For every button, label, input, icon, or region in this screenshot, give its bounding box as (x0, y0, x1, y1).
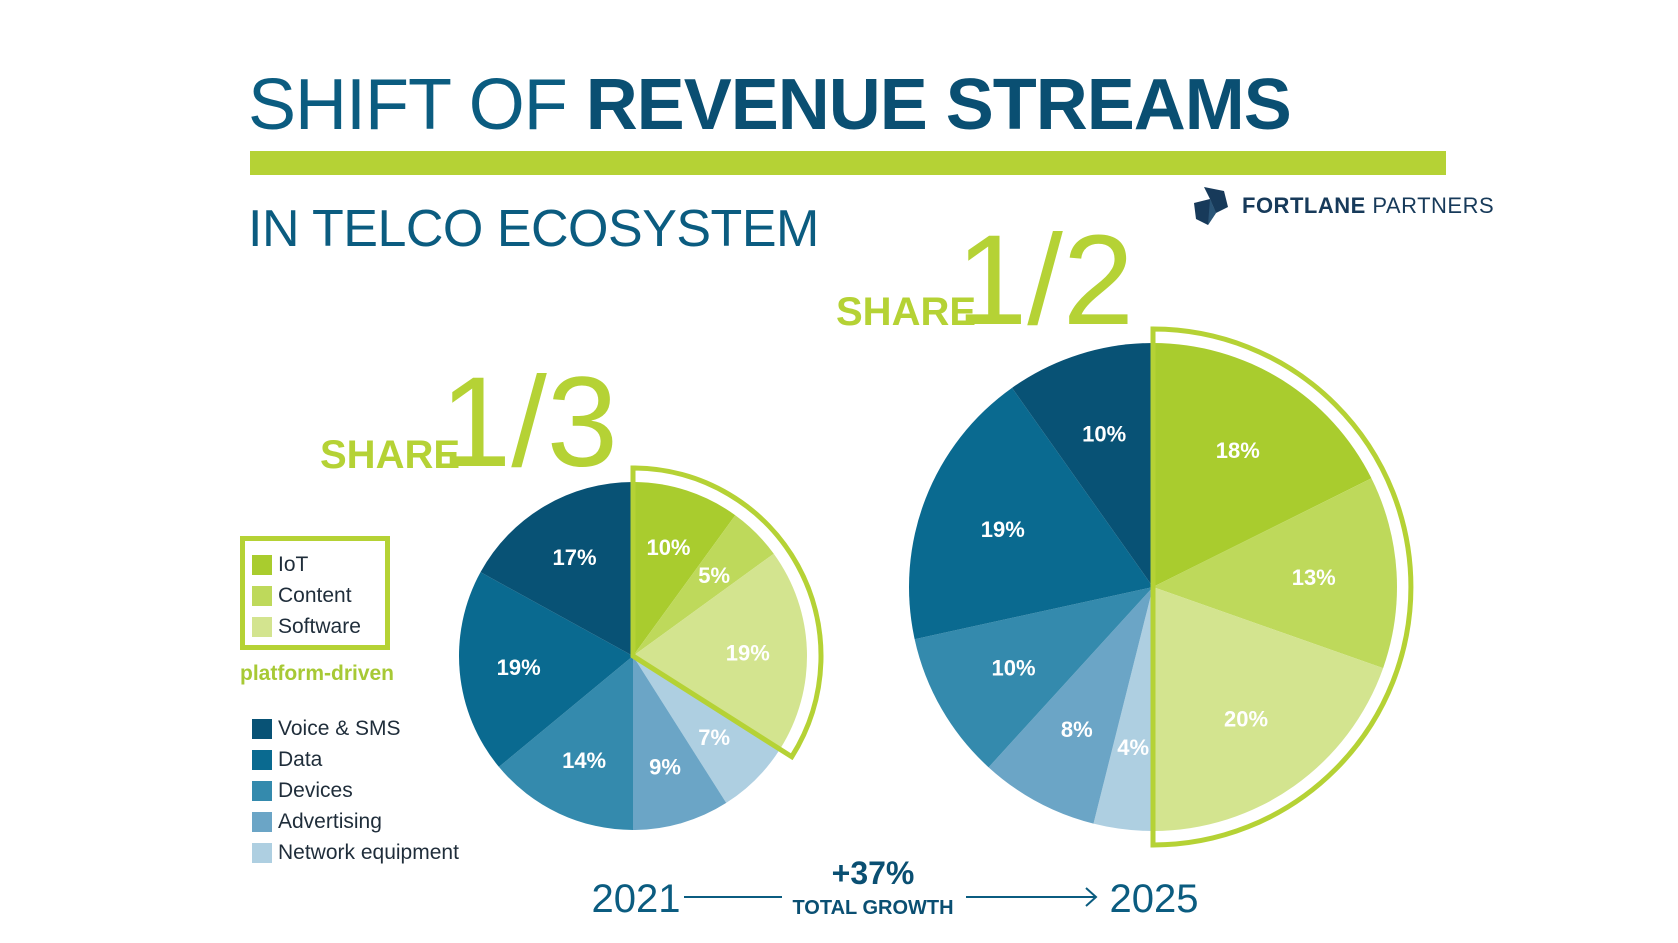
pie-slice (498, 656, 633, 830)
legend-item: Data (252, 747, 322, 773)
legend-item: Advertising (252, 809, 382, 835)
pie-slice (480, 482, 633, 656)
share-label: SHARE (836, 290, 976, 334)
legend-item: Network equipment (252, 840, 459, 866)
legend-label: Voice & SMS (278, 717, 401, 740)
pie-slice-label: 13% (1292, 565, 1336, 590)
title-light-part: SHIFT OF (248, 65, 568, 145)
pie-slice-label: 19% (726, 640, 770, 665)
year-label-2021: 2021 (592, 877, 681, 921)
legend-swatch (252, 617, 272, 637)
pie-slice-label: 10% (992, 656, 1036, 681)
pie-slice-label: 10% (646, 535, 690, 560)
growth-value: +37% (832, 855, 915, 891)
share-label: SHARE (320, 433, 460, 477)
pie-slice (459, 572, 633, 767)
pie-slice (1153, 587, 1384, 831)
legend-swatch (252, 781, 272, 801)
pie-slice-label: 4% (1117, 735, 1149, 760)
pie-slice (1093, 587, 1153, 831)
legend-label: IoT (278, 553, 309, 576)
pie-slice-label: 8% (1061, 717, 1093, 742)
page-title: SHIFT OF REVENUE STREAMS (248, 60, 1292, 150)
legend-label: Content (278, 584, 352, 607)
page-subtitle: IN TELCO ECOSYSTEM (248, 200, 819, 258)
pie-slice-label: 18% (1216, 438, 1260, 463)
legend-item: Voice & SMS (252, 716, 401, 742)
legend-swatch (252, 750, 272, 770)
legend-swatch (252, 586, 272, 606)
pie-slice-label: 19% (981, 517, 1025, 542)
brand-logo: FORTLANE PARTNERS (1190, 182, 1494, 230)
brand-name-bold: FORTLANE (1242, 193, 1366, 218)
pie-slice (1153, 478, 1397, 669)
legend-swatch (252, 555, 272, 575)
pie-slice-label: 5% (698, 563, 730, 588)
pie-slice (909, 387, 1153, 640)
pie-slice (633, 482, 736, 656)
legend-item: Devices (252, 778, 353, 804)
legend-swatch (252, 812, 272, 832)
pie-slice (633, 656, 780, 803)
legend-swatch (252, 843, 272, 863)
growth-label: TOTAL GROWTH (792, 897, 953, 919)
year-label-2025: 2025 (1110, 877, 1199, 921)
pie-slice-label: 10% (1082, 422, 1126, 447)
timeline-group: 2021 2025 +37% TOTAL GROWTH (592, 855, 1199, 921)
share-fraction: 1/2 (956, 209, 1134, 352)
pie-slice-label: 19% (497, 655, 541, 680)
brand-name: FORTLANE PARTNERS (1242, 193, 1494, 219)
legend-label: Advertising (278, 810, 382, 833)
title-bold-part: REVENUE STREAMS (585, 65, 1292, 145)
legend-item: Software (252, 614, 361, 640)
brand-name-light: PARTNERS (1372, 193, 1495, 218)
platform-share-outline (630, 465, 824, 761)
legend-item: Content (252, 583, 352, 609)
pie-slice (1153, 343, 1372, 587)
pie-slice-label: 9% (649, 754, 681, 779)
pie-slice (633, 515, 774, 656)
pie-slice (988, 587, 1153, 824)
legend-label: Data (278, 748, 323, 771)
legend-item: IoT (252, 552, 308, 578)
pie-slice-label: 7% (698, 725, 730, 750)
legend-label: Software (278, 615, 361, 638)
pie-slice-label: 20% (1224, 706, 1268, 731)
legend-group-label: platform-driven (240, 662, 395, 685)
pie-slice (914, 587, 1153, 768)
pie-slice-label: 17% (553, 545, 597, 570)
title-underline-bar (250, 151, 1446, 175)
legend-label: Network equipment (278, 841, 459, 864)
pie-slice-label: 14% (562, 748, 606, 773)
share-fraction: 1/3 (440, 351, 618, 494)
pie-slice (633, 553, 808, 750)
pie-slice (633, 656, 727, 830)
pie-slice (1012, 343, 1153, 587)
legend-label: Devices (278, 779, 353, 802)
platform-share-outline (1150, 326, 1414, 848)
legend-swatch (252, 719, 272, 739)
fortlane-logo-icon (1194, 187, 1228, 225)
timeline-arrow-head (1085, 887, 1098, 907)
legend-platform-box (240, 536, 390, 650)
